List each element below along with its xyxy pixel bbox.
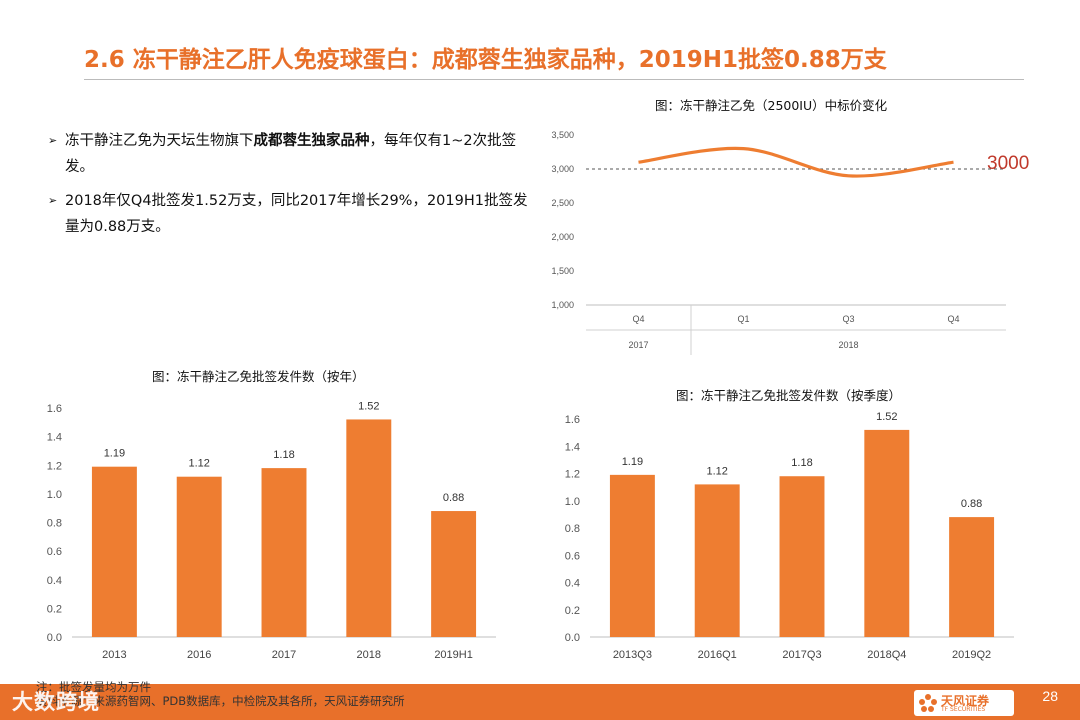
x-group-label: 2018 [838, 340, 858, 350]
company-logo: 天风证券 TF SECURITIES [914, 690, 1014, 716]
bar [346, 419, 392, 637]
y-tick-label: 1,000 [551, 300, 574, 310]
page-title: 2.6 冻干静注乙肝人免疫球蛋白：成都蓉生独家品种，2019H1批签0.88万支 [84, 47, 887, 73]
bar [176, 476, 222, 637]
y-tick-label: 1.4 [47, 432, 62, 444]
bullet-item: ➢ 冻干静注乙免为天坛生物旗下成都蓉生独家品种，每年仅有1~2次批签发。 [48, 128, 528, 180]
bullet-text: 2018年仅Q4批签发1.52万支，同比2017年增长29%，2019H1批签发… [65, 193, 528, 235]
bar [779, 476, 825, 637]
bullet-list: ➢ 冻干静注乙免为天坛生物旗下成都蓉生独家品种，每年仅有1~2次批签发。 ➢ 2… [48, 128, 528, 248]
bar [694, 484, 740, 637]
y-tick-label: 1.0 [47, 489, 62, 501]
y-tick-label: 0.6 [47, 546, 62, 558]
bullet-bold-text: 成都蓉生独家品种 [253, 133, 370, 149]
quarterly-bar-chart: 0.0 0.2 0.4 0.6 0.8 1.0 1.2 1.4 1.6 1.19 2013Q3 1.1… [565, 411, 1014, 661]
bar [949, 517, 995, 637]
source-line: 资料来源：来源药智网、PDB数据库，中检院及其各所，天风证券研究所 [36, 694, 405, 708]
y-tick-label: 0.2 [47, 603, 62, 615]
x-tick-label: 2017Q3 [782, 649, 821, 661]
x-tick-label: Q4 [632, 314, 644, 324]
x-tick-label: 2018Q4 [867, 649, 906, 661]
x-tick-label: Q3 [842, 314, 854, 324]
data-label: 0.88 [443, 492, 464, 504]
data-label: 1.52 [876, 411, 897, 423]
x-group-label: 2017 [628, 340, 648, 350]
data-label: 1.19 [622, 456, 643, 468]
y-tick-label: 0.8 [565, 523, 580, 535]
arrow-bullet-icon: ➢ [48, 134, 58, 147]
x-tick-label: 2016Q1 [698, 649, 737, 661]
price-series-line [638, 146, 954, 178]
x-tick-label: 2019Q2 [952, 649, 991, 661]
bar [864, 429, 910, 637]
x-tick-label: 2013Q3 [613, 649, 652, 661]
x-tick-label: Q4 [947, 314, 959, 324]
x-tick-label: 2018 [357, 649, 381, 661]
reference-callout: 3000 [987, 153, 1030, 174]
arrow-bullet-icon: ➢ [48, 194, 58, 207]
data-label: 0.88 [961, 498, 982, 510]
price-line-chart: 1,000 1,500 2,000 2,500 3,000 3,500 Q4 Q1 Q3 Q4 20… [551, 130, 1006, 355]
quarterly-chart-title: 图：冻干静注乙免批签发件数（按季度） [676, 388, 902, 403]
y-tick-label: 0.0 [565, 632, 580, 644]
y-tick-label: 0.2 [565, 605, 580, 617]
y-tick-label: 1.4 [565, 441, 580, 453]
data-label: 1.52 [358, 400, 379, 412]
y-tick-label: 1.6 [565, 414, 580, 426]
y-tick-label: 3,500 [551, 130, 574, 140]
data-label: 1.12 [188, 458, 209, 470]
y-tick-label: 2,000 [551, 232, 574, 242]
source-notes: 注：批签发量均为万件 资料来源：来源药智网、PDB数据库，中检院及其各所，天风证… [36, 680, 405, 708]
logo-sub: TF SECURITIES [941, 706, 986, 713]
bar [609, 474, 655, 637]
bullet-text: 冻干静注乙免为天坛生物旗下 [65, 133, 254, 149]
y-tick-label: 0.8 [47, 518, 62, 530]
y-tick-label: 1,500 [551, 266, 574, 276]
page-number: 28 [1042, 688, 1058, 704]
data-label: 1.12 [706, 465, 727, 477]
y-tick-label: 0.6 [565, 550, 580, 562]
bar [431, 511, 477, 637]
bullet-item: ➢ 2018年仅Q4批签发1.52万支，同比2017年增长29%，2019H1批… [48, 188, 528, 240]
bar [91, 466, 137, 637]
x-tick-label: 2016 [187, 649, 211, 661]
y-tick-label: 3,000 [551, 164, 574, 174]
flower-logo-icon [919, 694, 937, 712]
y-tick-label: 0.4 [47, 575, 62, 587]
yearly-chart-title: 图：冻干静注乙免批签发件数（按年） [152, 369, 365, 384]
yearly-bar-chart: 0.0 0.2 0.4 0.6 0.8 1.0 1.2 1.4 1.6 1.19 2013 1.12 2… [47, 400, 496, 661]
note-line: 注：批签发量均为万件 [36, 680, 151, 694]
y-tick-label: 1.0 [565, 496, 580, 508]
data-label: 1.19 [104, 448, 125, 460]
bullet-text: ，每年仅有1~2次批签发。 [65, 133, 517, 175]
logo-name: 天风证券 [941, 694, 990, 708]
y-tick-label: 0.0 [47, 632, 62, 644]
y-tick-label: 2,500 [551, 198, 574, 208]
bar [261, 468, 307, 637]
y-tick-label: 1.2 [47, 460, 62, 472]
x-tick-label: 2017 [272, 649, 296, 661]
y-tick-label: 1.6 [47, 403, 62, 415]
y-tick-label: 0.4 [565, 578, 580, 590]
title-divider [84, 79, 1024, 80]
price-chart-title: 图：冻干静注乙免（2500IU）中标价变化 [655, 98, 888, 113]
data-label: 1.18 [273, 449, 294, 461]
x-tick-label: Q1 [737, 314, 749, 324]
x-tick-label: 2019H1 [434, 649, 473, 661]
data-label: 1.18 [791, 457, 812, 469]
x-tick-label: 2013 [102, 649, 126, 661]
y-tick-label: 1.2 [565, 469, 580, 481]
footer-bar: 天风证券 TF SECURITIES 28 [0, 684, 1080, 720]
watermark: 大数跨境 [12, 690, 100, 714]
